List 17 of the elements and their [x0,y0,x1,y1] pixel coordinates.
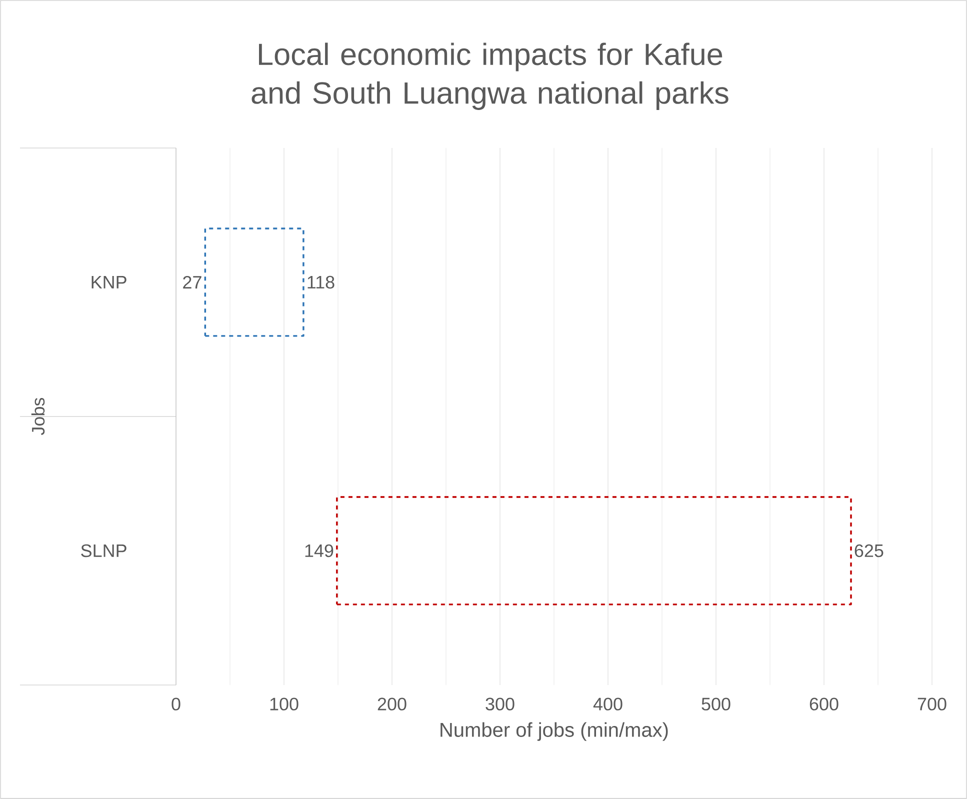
x-axis-title: Number of jobs (min/max) [440,722,668,741]
annotation: 27 [183,276,202,289]
x-tick-label: 100 [270,698,298,710]
chart-title: Local economic impacts for Kafue and South Luangwa national parks [252,42,728,110]
x-tick-label: 0 [172,698,180,710]
y-tick-label: KNP [92,276,126,288]
x-tick-label: 400 [593,698,622,710]
annotation: 149 [305,544,334,558]
annotation: 118 [308,276,334,289]
x-tick-label: 500 [702,698,730,710]
x-tick-label: 700 [918,698,946,710]
y-tick-label: SLNP [81,544,126,558]
y-axis-title: Jobs [31,398,45,436]
x-tick-label: 200 [378,698,406,710]
annotation: 625 [854,544,884,558]
x-tick-label: 300 [486,698,514,710]
x-tick-label: 600 [810,698,838,710]
